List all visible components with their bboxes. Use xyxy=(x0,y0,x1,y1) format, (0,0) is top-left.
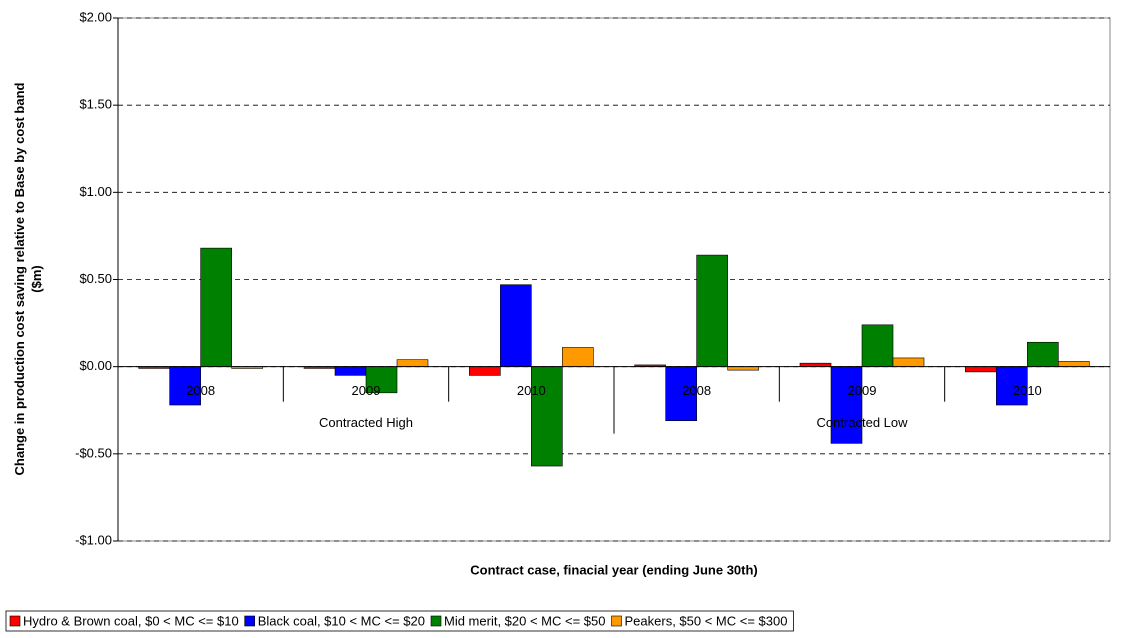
bar xyxy=(531,366,563,467)
bar xyxy=(861,324,894,367)
category-group-label: Contracted High xyxy=(319,415,413,430)
legend-box xyxy=(5,610,794,632)
bar xyxy=(500,284,532,367)
bar xyxy=(1058,361,1090,367)
bar xyxy=(830,366,863,444)
legend-swatch xyxy=(9,615,21,627)
bar xyxy=(1027,341,1059,367)
x-tick-label: 2010 xyxy=(1013,383,1042,398)
legend-swatch xyxy=(430,615,442,627)
x-axis-title: Contract case, finacial year (ending Jun… xyxy=(470,562,758,577)
x-tick-label: 2009 xyxy=(352,383,381,398)
bar xyxy=(799,362,832,367)
bar xyxy=(727,366,759,371)
legend-label: Black coal, $10 < MC <= $20 xyxy=(258,613,425,628)
y-axis-title: Change in production cost saving relativ… xyxy=(12,82,44,476)
bar xyxy=(469,366,501,376)
x-tick-label: 2008 xyxy=(186,383,215,398)
legend-swatch xyxy=(244,615,256,627)
bar xyxy=(365,366,398,394)
legend-label: Peakers, $50 < MC <= $300 xyxy=(625,613,788,628)
y-tick-label: -$0.50 xyxy=(75,445,112,460)
y-tick-label: -$1.00 xyxy=(75,532,112,547)
category-group-label: Contracted Low xyxy=(816,415,908,430)
bar xyxy=(892,357,925,367)
bar xyxy=(665,366,697,422)
y-tick-label: $0.00 xyxy=(79,358,112,373)
legend-swatch xyxy=(611,615,622,627)
y-tick-label: $1.00 xyxy=(79,184,112,199)
bar xyxy=(562,347,594,367)
bar xyxy=(169,366,201,406)
y-tick-label: $2.00 xyxy=(79,9,112,24)
bar xyxy=(396,359,429,367)
x-tick-label: 2009 xyxy=(848,383,877,398)
y-tick-label: $0.50 xyxy=(79,271,112,286)
bar xyxy=(965,366,997,373)
y-tick-label: $1.50 xyxy=(79,97,112,112)
x-tick-label: 2010 xyxy=(517,383,546,398)
legend-label: Mid merit, $20 < MC <= $50 xyxy=(444,613,606,628)
bar xyxy=(696,254,728,367)
x-tick-label: 2008 xyxy=(682,383,711,398)
bar xyxy=(996,366,1028,406)
bar xyxy=(200,247,232,367)
legend-label: Hydro & Brown coal, $0 < MC <= $10 xyxy=(23,613,239,628)
bar xyxy=(334,366,367,376)
